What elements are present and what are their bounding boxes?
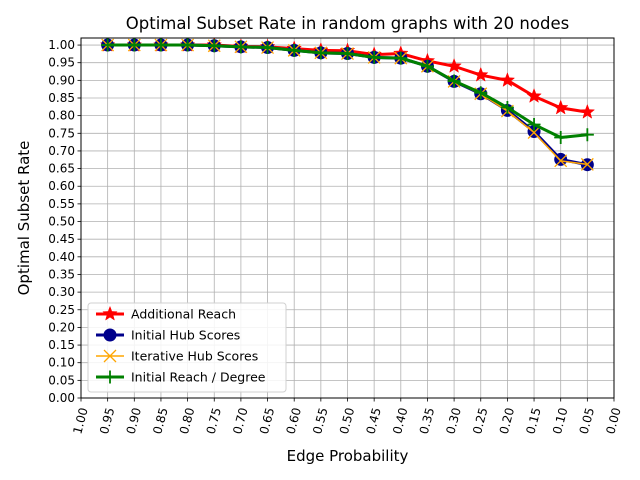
data-point <box>261 41 275 55</box>
data-point <box>527 117 541 131</box>
data-point <box>394 51 408 65</box>
data-point <box>420 59 434 73</box>
x-tick-label: 0.50 <box>337 406 357 435</box>
y-tick-label: 0.35 <box>48 267 75 281</box>
x-tick-label: 0.95 <box>97 406 117 435</box>
data-point <box>314 46 328 60</box>
chart-title: Optimal Subset Rate in random graphs wit… <box>126 14 569 33</box>
y-tick-label: 0.90 <box>48 73 75 87</box>
data-point <box>580 157 594 171</box>
series-3 <box>101 38 594 145</box>
data-point <box>341 47 354 61</box>
legend-label: Iterative Hub Scores <box>131 349 258 364</box>
x-tick-label: 0.45 <box>363 406 383 435</box>
data-point <box>526 88 542 103</box>
legend-label: Initial Hub Scores <box>131 328 240 343</box>
data-point <box>554 154 568 168</box>
legend-marker <box>103 349 117 363</box>
y-tick-label: 0.95 <box>48 56 75 70</box>
grid <box>80 38 615 399</box>
axis-ticks: 1.00 0.95 0.90 0.85 0.80 0.75 0.70 0.65 0.60 0.55… <box>48 38 623 436</box>
x-tick-label: 0.35 <box>417 406 437 435</box>
y-tick-label: 0.05 <box>48 373 75 387</box>
x-tick-label: 0.85 <box>150 406 170 435</box>
y-tick-label: 0.65 <box>48 162 75 176</box>
data-point <box>554 152 568 166</box>
x-tick-label: 0.55 <box>310 406 330 435</box>
legend-marker <box>103 370 117 384</box>
x-tick-label: 0.20 <box>497 406 517 435</box>
data-point <box>472 66 489 82</box>
x-tick-label: 0.30 <box>443 406 463 435</box>
y-tick-label: 0.25 <box>48 303 75 317</box>
legend-label: Initial Reach / Degree <box>131 370 266 385</box>
x-axis-label: Edge Probability <box>287 447 409 465</box>
y-tick-label: 0.00 <box>48 391 75 405</box>
x-tick-label: 0.65 <box>257 406 277 435</box>
y-tick-label: 0.45 <box>48 232 75 246</box>
data-point <box>527 126 541 140</box>
x-tick-label: 0.10 <box>550 406 570 435</box>
data-point <box>127 38 141 52</box>
legend: Additional Reach Initial Hub Scores Iterat… <box>87 302 287 393</box>
y-tick-label: 0.40 <box>48 250 75 264</box>
data-point <box>101 38 115 52</box>
y-tick-label: 0.50 <box>48 215 75 229</box>
y-tick-label: 1.00 <box>48 38 75 52</box>
y-tick-label: 0.55 <box>48 197 75 211</box>
y-tick-label: 0.75 <box>48 126 75 140</box>
x-tick-label: 0.60 <box>284 406 304 435</box>
data-point <box>499 72 516 87</box>
x-tick-label: 0.05 <box>577 406 597 435</box>
legend-marker <box>102 305 118 321</box>
series-lines <box>99 36 596 172</box>
data-point <box>234 40 248 54</box>
legend-box <box>87 302 287 393</box>
x-tick-label: 1.00 <box>70 406 90 435</box>
data-point <box>552 99 569 115</box>
data-point <box>580 128 594 142</box>
y-tick-label: 0.85 <box>48 91 75 105</box>
x-tick-label: 0.90 <box>124 406 144 435</box>
legend-item: Initial Reach / Degree <box>96 370 266 385</box>
data-point <box>474 86 488 100</box>
data-point <box>500 101 514 115</box>
x-tick-label: 0.40 <box>390 406 410 435</box>
y-tick-label: 0.30 <box>48 285 75 299</box>
data-point <box>287 43 301 57</box>
y-tick-label: 0.60 <box>48 179 75 193</box>
x-tick-label: 0.00 <box>603 406 623 435</box>
y-tick-label: 0.15 <box>48 338 75 352</box>
legend-label: Additional Reach <box>131 307 236 322</box>
legend-item: Iterative Hub Scores <box>96 349 258 364</box>
data-point <box>447 74 461 88</box>
data-point <box>154 38 168 52</box>
y-tick-label: 0.70 <box>48 144 75 158</box>
x-tick-label: 0.15 <box>523 406 543 435</box>
x-tick-label: 0.80 <box>177 406 197 435</box>
data-point <box>579 103 596 119</box>
y-tick-label: 0.20 <box>48 320 75 334</box>
data-point <box>207 39 221 53</box>
y-tick-label: 0.80 <box>48 109 75 123</box>
y-axis-label: Optimal Subset Rate <box>15 141 33 296</box>
data-point <box>367 50 381 64</box>
legend-item: Initial Hub Scores <box>96 328 240 343</box>
x-tick-label: 0.75 <box>204 406 224 435</box>
x-tick-label: 0.70 <box>230 406 250 435</box>
x-tick-label: 0.25 <box>470 406 490 435</box>
data-point <box>181 38 195 52</box>
data-point <box>446 58 462 73</box>
legend-item: Additional Reach <box>96 305 236 322</box>
legend-marker <box>103 328 117 342</box>
data-point <box>554 131 568 145</box>
y-tick-label: 0.10 <box>48 356 75 370</box>
